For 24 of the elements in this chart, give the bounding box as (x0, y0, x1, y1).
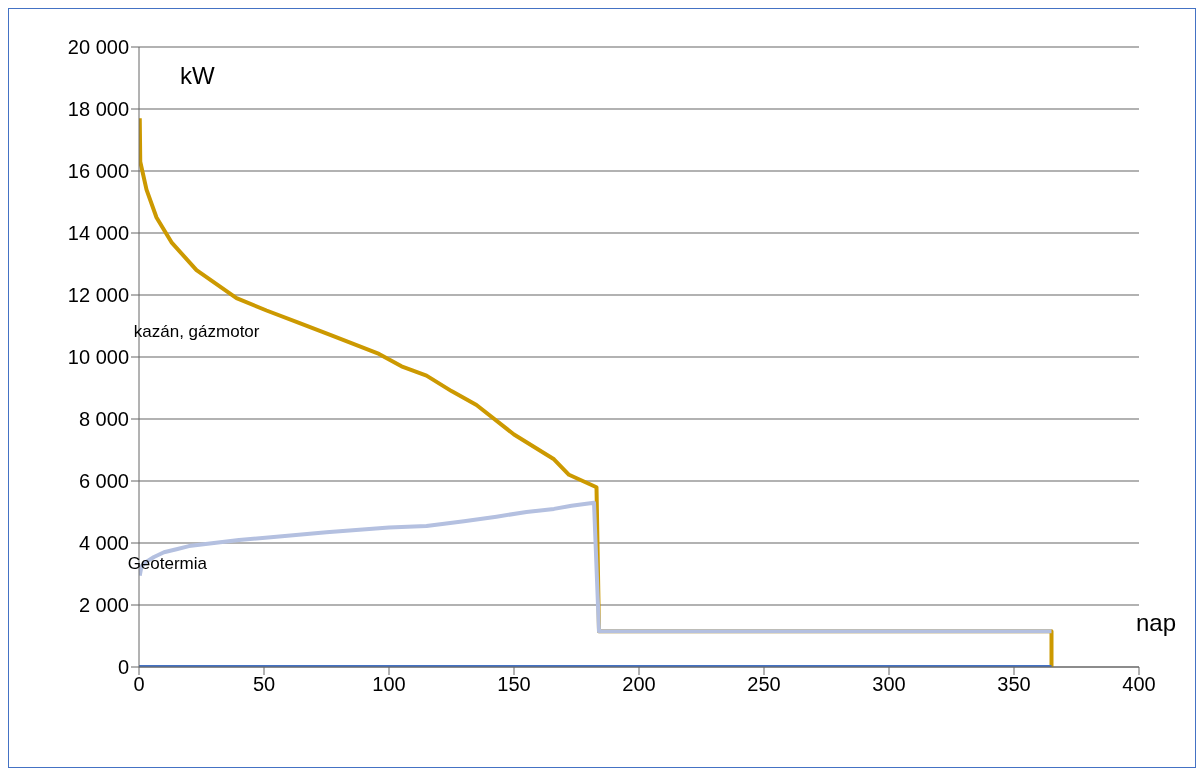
x-tick-label: 400 (1122, 673, 1156, 696)
x-tick-label: 350 (997, 673, 1031, 696)
y-tick-label: 10 000 (67, 346, 129, 369)
series-label: Geotermia (127, 554, 207, 574)
x-tick-label: 200 (622, 673, 656, 696)
x-axis-title: nap (1136, 609, 1177, 637)
series-label: kazán, gázmotor (133, 321, 260, 342)
y-tick-label: 0 (117, 656, 129, 679)
y-tick-label: 20 000 (67, 36, 129, 59)
x-tick-label: 150 (497, 673, 531, 696)
y-tick-label: 14 000 (67, 222, 129, 245)
y-tick-label: 4 000 (78, 532, 129, 555)
y-tick-label: 16 000 (67, 160, 129, 183)
x-tick-label: 50 (252, 673, 276, 696)
x-tick-label: 100 (372, 673, 406, 696)
x-tick-label: 250 (747, 673, 781, 696)
y-axis-title: kW (180, 62, 215, 90)
y-tick-label: 2 000 (78, 594, 129, 617)
y-tick-label: 8 000 (78, 408, 129, 431)
y-tick-label: 18 000 (67, 98, 129, 121)
y-tick-label: 12 000 (67, 284, 129, 307)
x-tick-label: 300 (872, 673, 906, 696)
x-tick-label: 0 (133, 673, 145, 696)
y-tick-label: 6 000 (78, 470, 129, 493)
